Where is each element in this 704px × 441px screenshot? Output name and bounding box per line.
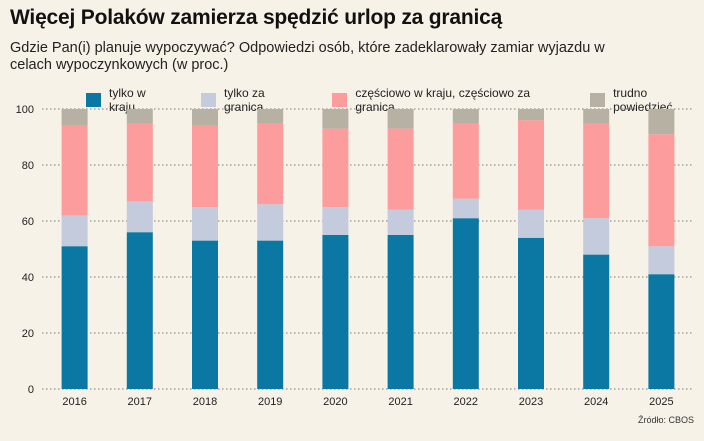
legend-swatch xyxy=(590,93,606,107)
bar-segment xyxy=(61,215,88,247)
legend-label: tylko za granicą xyxy=(223,86,265,114)
bar-segment xyxy=(583,123,610,219)
bar-segment xyxy=(452,123,479,199)
bar-segment xyxy=(126,123,153,202)
legend-label: częściowo w kraju, częściowo za granicą xyxy=(355,86,531,114)
bar-segment xyxy=(518,120,544,210)
x-tick-label: 2021 xyxy=(388,396,412,408)
bar-segment xyxy=(387,209,414,235)
bar-segment xyxy=(648,274,675,389)
bar-segment xyxy=(518,237,544,389)
bar-segment xyxy=(257,109,284,123)
bar-segment xyxy=(257,123,284,205)
source-note: Źródło: CBOS xyxy=(637,415,694,425)
bar-segment xyxy=(518,109,544,121)
bar-segment xyxy=(583,218,610,255)
legend-swatch xyxy=(332,93,348,107)
bar-segment xyxy=(452,109,479,123)
y-tick-label: 40 xyxy=(22,272,34,284)
y-tick-label: 60 xyxy=(22,216,34,228)
legend: tylko w kraju tylko za granicą częściowo… xyxy=(86,86,704,114)
bar-segment xyxy=(61,125,88,216)
x-tick-label: 2025 xyxy=(649,396,673,408)
bar-segment xyxy=(126,201,153,233)
bar-segment xyxy=(192,125,218,207)
x-tick-label: 2024 xyxy=(584,396,608,408)
bar-segment xyxy=(322,128,349,207)
y-tick-label: 0 xyxy=(28,384,34,396)
bar-segment xyxy=(518,209,544,238)
y-tick-label: 80 xyxy=(22,160,34,172)
chart-title: Więcej Polaków zamierza spędzić urlop za… xyxy=(10,6,503,29)
bar-segment xyxy=(126,109,153,123)
bar-segment xyxy=(452,218,479,389)
bar-segment xyxy=(387,235,414,389)
bar-segment xyxy=(583,109,610,123)
x-tick-label: 2019 xyxy=(258,396,282,408)
bar-segment xyxy=(192,109,218,126)
x-tick-label: 2017 xyxy=(128,396,152,408)
x-tick-label: 2018 xyxy=(193,396,217,408)
bar-segment xyxy=(583,254,610,389)
legend-item-tylko-za-granica: tylko za granicą xyxy=(200,86,302,114)
bar-segment xyxy=(192,240,218,389)
bar-segment xyxy=(61,246,88,389)
x-tick-label: 2016 xyxy=(62,396,86,408)
x-tick-label: 2020 xyxy=(323,396,347,408)
bar-segment xyxy=(387,109,414,129)
legend-swatch xyxy=(86,93,102,107)
x-tick-label: 2022 xyxy=(454,396,478,408)
x-tick-label: 2023 xyxy=(519,396,543,408)
bar-segment xyxy=(257,204,284,241)
legend-item-czesciowo: częściowo w kraju, częściowo za granicą xyxy=(332,86,560,114)
bar-segment xyxy=(648,109,675,135)
bar-segment xyxy=(648,246,675,275)
bar-segment xyxy=(322,207,349,235)
bar-segment xyxy=(61,109,88,126)
y-tick-label: 100 xyxy=(16,104,34,116)
legend-swatch xyxy=(200,93,216,107)
bar-segment xyxy=(322,109,349,129)
bar-segment xyxy=(322,235,349,389)
bar-segment xyxy=(126,232,153,389)
bar-segment xyxy=(257,240,284,389)
bar-segment xyxy=(452,198,479,219)
y-tick-label: 20 xyxy=(22,328,34,340)
chart-subtitle: Gdzie Pan(i) planuje wypoczywać? Odpowie… xyxy=(10,40,605,73)
bar-segment xyxy=(648,134,675,247)
bar-segment xyxy=(192,207,218,241)
bar-segment xyxy=(387,128,414,210)
